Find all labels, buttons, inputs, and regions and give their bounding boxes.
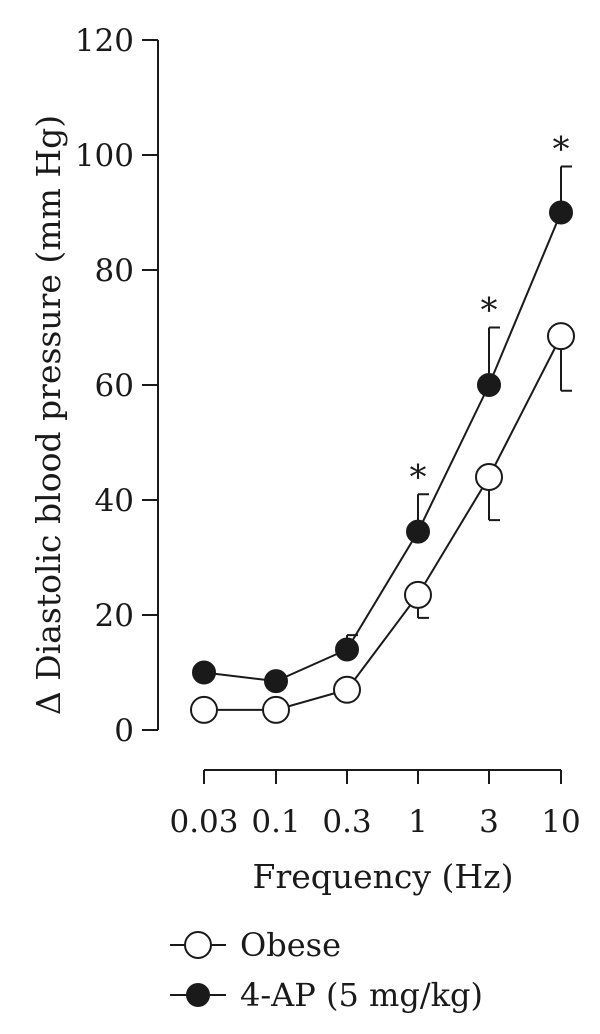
data-point-0-2 <box>333 675 361 704</box>
y-tick-label-40: 40 <box>95 483 134 519</box>
y-tick-label-80: 80 <box>95 253 134 289</box>
data-point-0-0 <box>190 695 218 724</box>
x-tick-label-0.1: 0.1 <box>251 804 300 840</box>
series-0 <box>190 322 575 724</box>
legend-marker-0 <box>184 931 212 959</box>
data-point-1-4 <box>477 373 501 397</box>
y-tick-label-60: 60 <box>95 368 134 404</box>
y-tick-label-120: 120 <box>75 23 134 59</box>
x-tick-label-3: 3 <box>479 804 499 840</box>
series-layer: * * * <box>190 130 575 724</box>
significance-star-10: * <box>553 130 570 170</box>
data-point-1-0 <box>192 660 216 685</box>
y-axis: 0 20 40 60 80 100 120 <box>75 23 159 749</box>
legend-label-0: Obese <box>240 926 341 964</box>
y-tick-label-100: 100 <box>75 138 134 174</box>
data-point-1-5 <box>549 200 573 225</box>
significance-star-1: * <box>410 457 427 497</box>
legend: Obese 4-AP (5 mg/kg) <box>170 926 483 1014</box>
data-point-1-1 <box>264 669 288 694</box>
data-point-0-1 <box>262 695 290 724</box>
y-axis-title: Δ Diastolic blood pressure (mm Hg) <box>29 115 68 715</box>
data-point-0-4 <box>475 463 503 491</box>
y-tick-label-0: 0 <box>114 713 134 749</box>
data-point-1-3 <box>406 519 430 544</box>
y-tick-label-20: 20 <box>95 598 134 634</box>
x-axis-title: Frequency (Hz) <box>253 857 514 896</box>
x-axis: 0.03 0.1 0.3 1 3 10 <box>169 769 581 840</box>
x-tick-label-1: 1 <box>408 804 428 840</box>
significance-star-3: * <box>481 291 498 331</box>
data-point-1-2 <box>335 637 359 662</box>
x-tick-label-10: 10 <box>541 804 580 840</box>
series-line-0 <box>204 335 562 711</box>
legend-label-1: 4-AP (5 mg/kg) <box>240 976 483 1014</box>
x-tick-label-0.03: 0.03 <box>169 804 238 840</box>
data-point-0-5 <box>547 322 575 351</box>
series-1 <box>192 165 573 694</box>
series-line-1 <box>203 212 562 683</box>
x-tick-label-0.3: 0.3 <box>322 804 371 840</box>
legend-marker-1 <box>186 983 210 1007</box>
data-point-0-3 <box>404 580 432 609</box>
